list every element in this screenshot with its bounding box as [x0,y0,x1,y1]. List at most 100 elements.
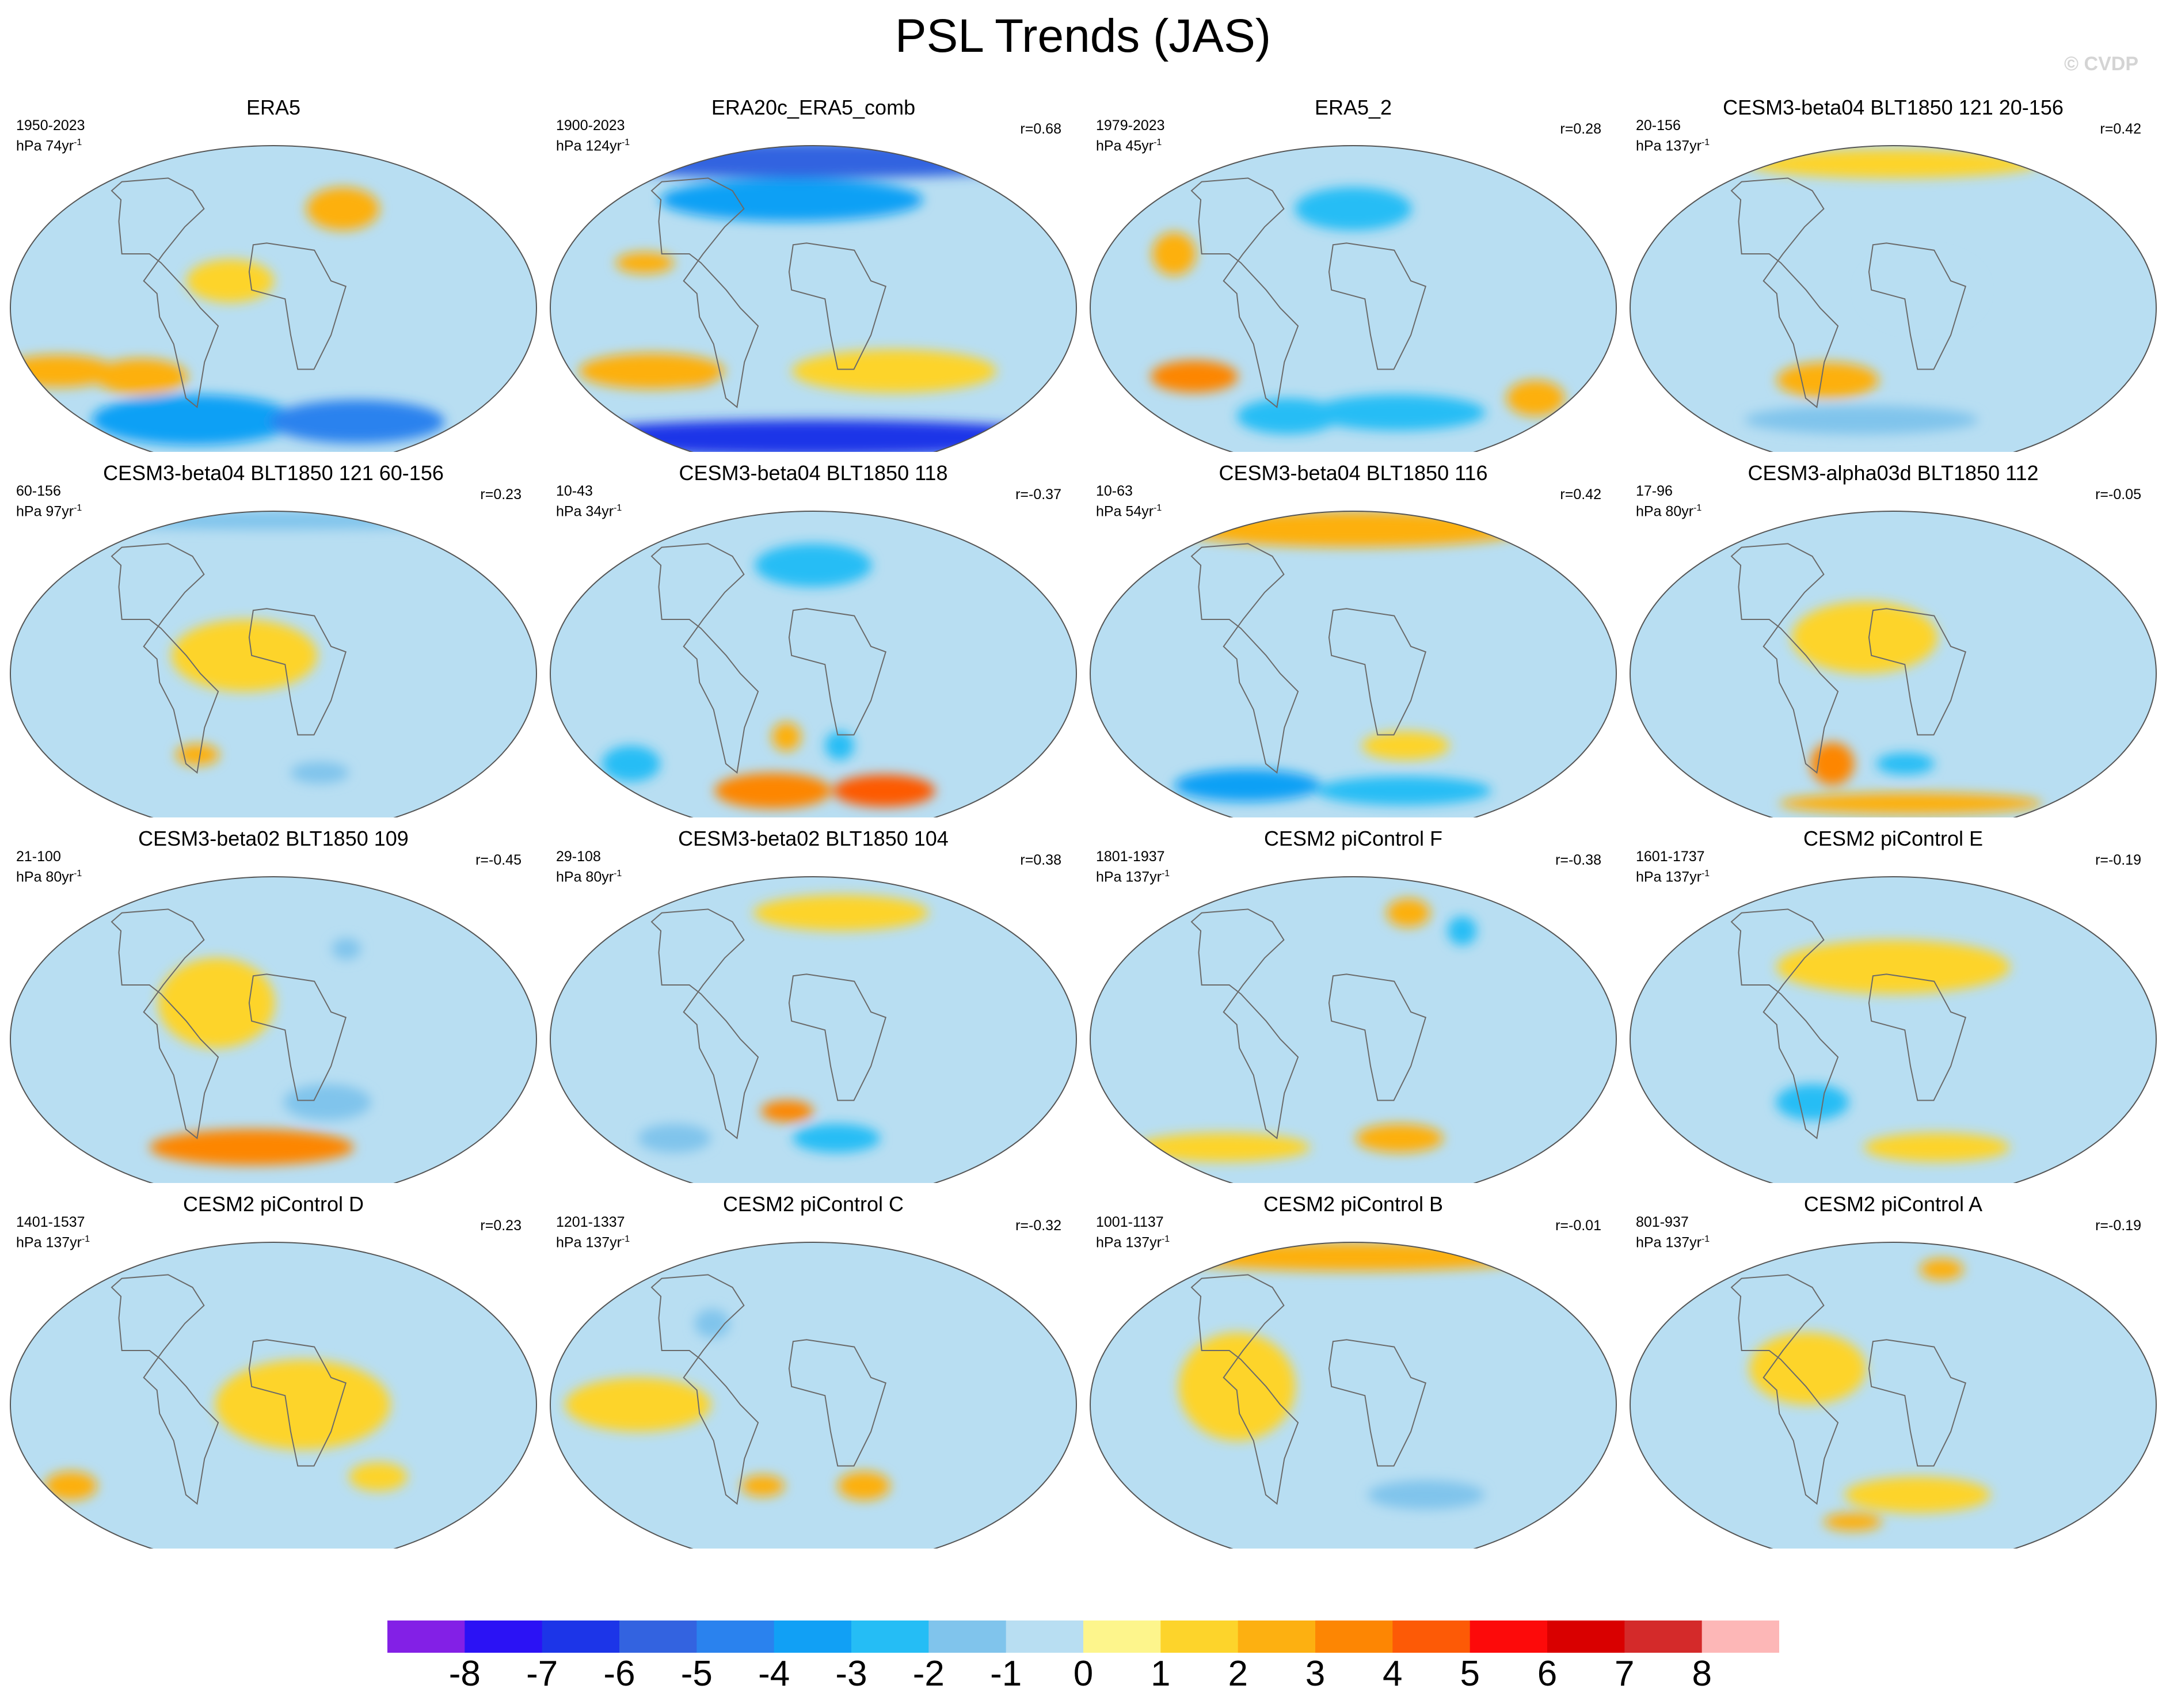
trend-anomaly [1152,232,1196,276]
colorbar-box [1315,1620,1393,1653]
trend-anomaly [215,1359,391,1450]
trend-anomaly [306,187,380,231]
trend-anomaly [793,1124,881,1153]
panel-period: 17-96 [1636,483,1673,499]
map-field [10,1242,536,1549]
colorbar-box [1160,1620,1239,1653]
trend-anomaly [660,178,923,222]
map-panel: ERA5 1950-2023 hPa 74yr-1 [6,95,541,452]
trend-anomaly [1791,601,1938,674]
panel-title: ERA20c_ERA5_comb [711,96,916,119]
panel-period: 10-63 [1096,483,1133,499]
map-panel: CESM3-beta04 BLT1850 118 10-43 hPa 34yr-1 r… [546,461,1081,817]
units-exponent: -1 [81,1234,90,1244]
panel-title: CESM2 piControl B [1263,1192,1444,1216]
panel-correlation: r=0.28 [1560,121,1601,137]
coastline [1190,908,1299,1140]
panel-units: hPa 45yr-1 [1096,138,1162,154]
panel-title: CESM2 piControl F [1263,827,1443,850]
colorbar-tick-label: 5 [1460,1654,1480,1694]
trend-anomaly [578,353,725,389]
trend-anomaly [694,1308,730,1338]
trend-anomaly [290,762,349,784]
trend-anomaly [1361,731,1450,760]
map-border [550,511,1077,817]
panel-title: CESM2 piControl D [182,1192,364,1216]
panel-title: CESM2 piControl A [1803,1192,1983,1216]
map-svg [550,876,1077,1183]
colorbar-box [1470,1620,1548,1653]
trend-anomaly [565,1378,711,1432]
map-field [1630,511,2156,817]
map-panel: ERA5_2 1979-2023 hPa 45yr-1 r=0.28 [1086,95,1621,452]
units-exponent: -1 [74,503,82,513]
units-exponent: -1 [1154,503,1162,513]
colorbar-tick-label: 4 [1383,1654,1403,1694]
trend-anomaly [741,1475,785,1497]
map-field [1090,877,1616,1183]
colorbar-box [1006,1620,1084,1653]
panel-period: 1201-1337 [556,1214,625,1230]
colorbar-tick-label: 6 [1537,1654,1558,1694]
panel-units: hPa 137yr-1 [1636,869,1710,885]
coastline [650,543,759,774]
colorbar-box [928,1620,1007,1653]
trend-anomaly [349,1462,408,1492]
trend-anomaly [838,1471,890,1501]
map-border [550,1242,1077,1549]
colorbar-tick-label: 0 [1073,1654,1094,1694]
map-border [10,1242,537,1549]
colorbar-tick-label: -1 [990,1654,1022,1694]
colorbar-tick-label: 3 [1305,1654,1326,1694]
units-exponent: -1 [1701,869,1710,878]
map-background [10,146,536,452]
map-border [1630,511,2157,817]
map-border [10,511,537,817]
trend-anomaly [638,1124,711,1153]
panel-correlation: r=-0.32 [1015,1218,1061,1234]
trend-anomaly [283,1084,371,1120]
coastline [1868,973,1967,1101]
trend-anomaly [1447,916,1477,946]
trend-anomaly [1150,360,1238,393]
panel-period: 1979-2023 [1096,117,1165,134]
trend-anomaly [1863,1132,2010,1162]
map-border [1090,511,1617,817]
map-panel: CESM3-beta04 BLT1850 116 10-63 hPa 54yr-1 r… [1086,461,1621,817]
map-panel: CESM3-beta02 BLT1850 109 21-100 hPa 80yr-1… [6,826,541,1183]
panel-period: 60-156 [16,483,61,499]
coastline [1730,177,1839,409]
units-exponent: -1 [1161,869,1170,878]
coastline [111,908,219,1140]
panel-title: CESM3-beta04 BLT1850 118 [679,461,948,485]
trend-anomaly [1776,939,2011,994]
trend-anomaly [10,511,536,530]
colorbar-box [1083,1620,1161,1653]
map-panel: CESM3-beta04 BLT1850 121 20-156 20-156 hPa… [1626,95,2161,452]
trend-anomaly [1368,1480,1485,1509]
panel-title: CESM3-alpha03d BLT1850 112 [1748,461,2039,485]
colorbar-box [619,1620,697,1653]
panel-units: hPa 54yr-1 [1096,503,1162,520]
map-svg [10,876,537,1183]
coastline [111,543,219,774]
map-border [1630,145,2157,452]
trend-anomaly [269,400,445,444]
watermark: © CVDP [2064,53,2138,75]
trend-anomaly [1356,1124,1444,1153]
trend-anomaly [791,349,996,393]
panel-units: hPa 97yr-1 [16,503,82,520]
trend-anomaly [1824,1513,1882,1531]
colorbar-box [1392,1620,1471,1653]
coastline [1328,242,1427,370]
panel-title: CESM3-beta04 BLT1850 121 60-156 [103,461,444,485]
main-title: PSL Trends (JAS) [894,10,1272,62]
map-panel: CESM2 piControl E 1601-1737 hPa 137yr-1 r=-… [1626,826,2161,1183]
map-panel: CESM2 piControl A 801-937 hPa 137yr-1 r=-0.… [1626,1192,2161,1549]
trend-anomaly [44,1471,97,1501]
panel-title: CESM3-beta02 BLT1850 109 [138,827,409,850]
colorbar-box [465,1620,543,1653]
units-exponent: -1 [1154,138,1162,147]
map-svg [1630,1242,2157,1549]
coastline [650,177,759,409]
